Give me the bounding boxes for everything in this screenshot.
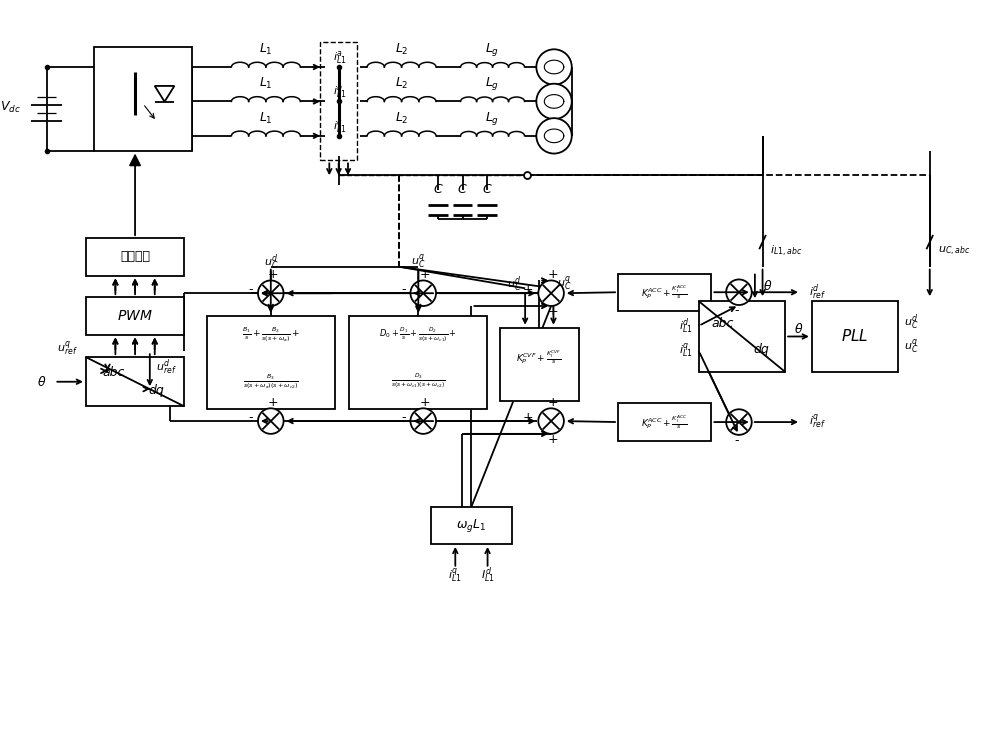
Circle shape [410,280,436,306]
Text: $i_{L1,abc}$: $i_{L1,abc}$ [770,244,803,259]
Text: $i_{L1}^{a}$: $i_{L1}^{a}$ [333,48,346,66]
Text: $\frac{B_1}{s}+\frac{B_2}{s(s+\omega_{a})}+$: $\frac{B_1}{s}+\frac{B_2}{s(s+\omega_{a}… [242,325,300,344]
Text: +: + [420,396,431,409]
Text: $\theta$: $\theta$ [794,321,803,336]
Text: +: + [523,411,533,424]
Text: $\frac{D_3}{s(s+\omega_{c1})(s+\omega_{c2})}$: $\frac{D_3}{s(s+\omega_{c1})(s+\omega_{c… [391,372,446,390]
Text: $V_{dc}$: $V_{dc}$ [0,100,21,115]
Text: $PWM$: $PWM$ [117,309,153,323]
Circle shape [258,280,284,306]
Bar [320,42,357,160]
Text: $u_C^d$: $u_C^d$ [264,252,278,272]
Text: +: + [548,433,558,447]
Bar [86,297,184,335]
Text: abc: abc [102,367,125,379]
Text: dq: dq [753,343,769,356]
Circle shape [536,83,572,119]
Text: $K_P^{ACC}+\frac{K_I^{ACC}}{s}$: $K_P^{ACC}+\frac{K_I^{ACC}}{s}$ [641,283,688,302]
Text: $i_{ref}^q$: $i_{ref}^q$ [809,413,826,431]
Circle shape [538,280,564,306]
Text: $K_P^{ACC}+\frac{K_I^{ACC}}{s}$: $K_P^{ACC}+\frac{K_I^{ACC}}{s}$ [641,413,688,431]
Bar [431,507,512,544]
Text: $i_{ref}^d$: $i_{ref}^d$ [809,283,826,302]
Text: $L_1$: $L_1$ [259,111,273,126]
Text: $L_2$: $L_2$ [395,42,408,57]
Text: +: + [420,268,431,281]
Text: $u_{C,abc}$: $u_{C,abc}$ [938,245,970,258]
Circle shape [536,49,572,85]
Text: $i_{L1}^{b}$: $i_{L1}^{b}$ [333,82,346,102]
Bar [699,301,785,372]
Text: $i_{L1}^{c}$: $i_{L1}^{c}$ [333,118,346,135]
Text: -: - [735,305,739,318]
Text: $u_C^q$: $u_C^q$ [557,275,572,294]
Text: -: - [249,283,253,296]
Text: $i_{L1}^q$: $i_{L1}^q$ [448,567,462,585]
Text: $i_{L1}^d$: $i_{L1}^d$ [679,316,693,336]
Text: +: + [548,305,558,318]
Text: $L_g$: $L_g$ [485,75,499,92]
Circle shape [258,408,284,434]
Text: $D_0+\frac{D_1}{s}+\frac{D_2}{s(s+\omega_{c1})}+$: $D_0+\frac{D_1}{s}+\frac{D_2}{s(s+\omega… [379,325,457,344]
Text: +: + [267,396,278,409]
Circle shape [538,408,564,434]
Text: $C$: $C$ [482,184,493,196]
Text: -: - [401,283,406,296]
Circle shape [726,409,752,435]
Text: abc: abc [712,317,734,330]
Text: $PLL$: $PLL$ [841,329,869,345]
Text: +: + [523,283,533,296]
Text: +: + [548,396,558,409]
Text: $u_C^d$: $u_C^d$ [507,274,521,294]
Text: $K_P^{CVF}+\frac{K_I^{CVF}}{s}$: $K_P^{CVF}+\frac{K_I^{CVF}}{s}$ [516,348,562,366]
Bar [812,301,898,372]
Text: $C$: $C$ [433,184,443,196]
Text: $u_C^q$: $u_C^q$ [411,253,426,271]
Text: -: - [401,411,406,424]
Text: $u_C^q$: $u_C^q$ [904,338,919,356]
Bar [86,238,184,275]
Text: $L_1$: $L_1$ [259,42,273,57]
Bar [618,403,711,441]
Text: +: + [267,268,278,281]
Text: +: + [548,268,558,281]
Circle shape [410,408,436,434]
Text: $L_2$: $L_2$ [395,76,408,92]
Text: dq: dq [149,384,165,397]
Text: $\theta$: $\theta$ [763,280,772,294]
Text: $\theta$: $\theta$ [37,375,47,389]
Bar [94,48,192,151]
Text: $u_{ref}^d$: $u_{ref}^d$ [156,358,176,377]
Text: $L_g$: $L_g$ [485,110,499,127]
Text: $i_{L1}^q$: $i_{L1}^q$ [679,342,693,359]
Text: $u_{ref}^q$: $u_{ref}^q$ [57,340,78,359]
Bar [86,357,184,406]
Bar [500,328,579,401]
Text: $I_{L1}^d$: $I_{L1}^d$ [481,566,494,586]
Text: $\frac{B_3}{s(s+\omega_{a})(s+\omega_{c2})}$: $\frac{B_3}{s(s+\omega_{a})(s+\omega_{c2… [243,372,299,391]
Bar [349,315,487,409]
Text: 驱动电路: 驱动电路 [120,250,150,264]
Text: $L_g$: $L_g$ [485,41,499,58]
Bar [618,274,711,311]
Circle shape [726,280,752,305]
Text: $L_1$: $L_1$ [259,76,273,92]
Text: -: - [735,434,739,447]
Circle shape [536,118,572,154]
Text: $L_2$: $L_2$ [395,111,408,126]
Bar [207,315,335,409]
Text: $\omega_g L_1$: $\omega_g L_1$ [456,517,486,534]
Text: $C$: $C$ [457,184,468,196]
Text: $u_C^d$: $u_C^d$ [904,313,919,332]
Text: -: - [249,411,253,424]
